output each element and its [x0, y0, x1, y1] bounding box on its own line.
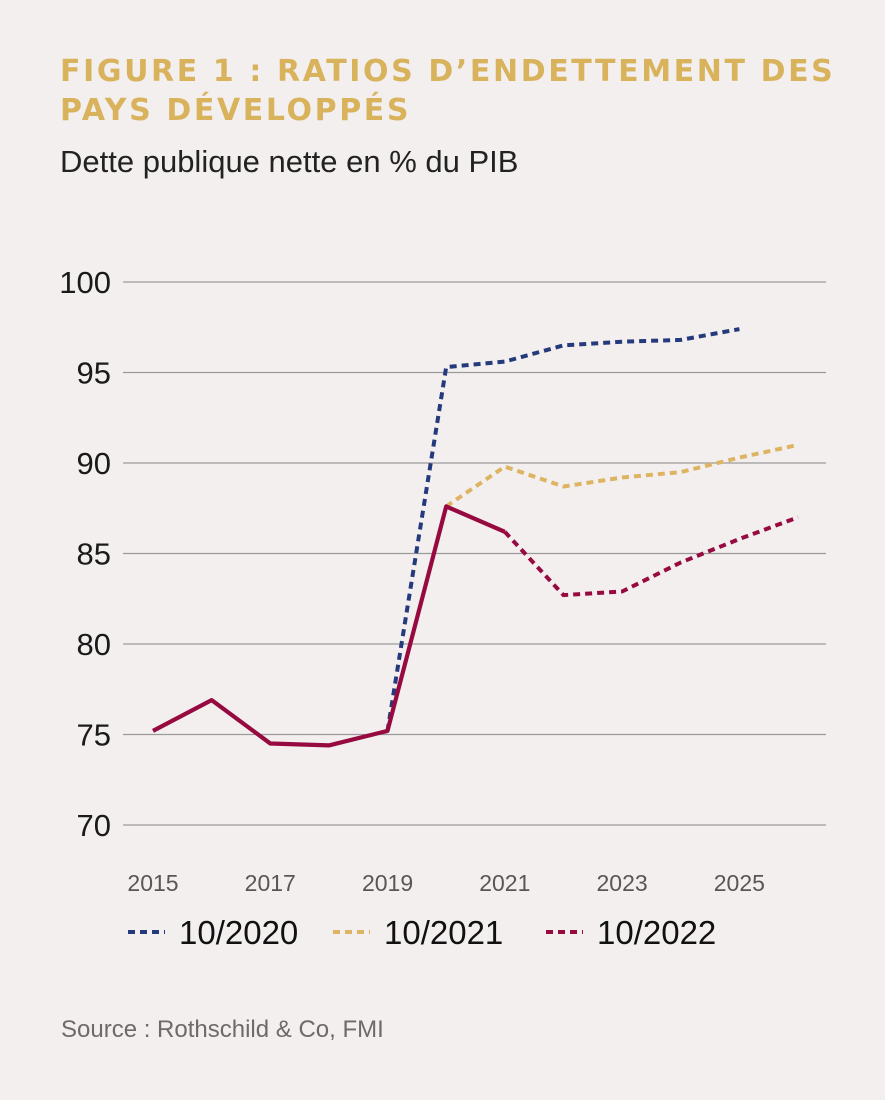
y-tick-label: 80 — [77, 627, 111, 662]
series-line-10-2022 — [503, 515, 799, 598]
x-tick-label: 2025 — [714, 870, 765, 896]
series-line-10-2021 — [445, 442, 799, 509]
y-tick-label: 75 — [77, 718, 111, 753]
x-tick-label: 2019 — [362, 870, 413, 896]
x-tick-label: 2017 — [245, 870, 296, 896]
x-tick-label: 2015 — [127, 870, 178, 896]
source-note: Source : Rothschild & Co, FMI — [61, 1016, 384, 1043]
y-tick-label: 70 — [77, 808, 111, 843]
legend-label: 10/2021 — [384, 914, 503, 951]
legend-label: 10/2020 — [179, 914, 298, 951]
series-line-10-2020 — [385, 327, 740, 732]
chart-subtitle: Dette publique nette en % du PIB — [60, 144, 519, 179]
x-tick-label: 2023 — [597, 870, 648, 896]
y-tick-label: 100 — [59, 265, 111, 300]
line-chart: 70 75 80 85 90 95 100 2015 2017 2019 2021 2023 2025 1… — [59, 265, 826, 951]
y-tick-label: 85 — [77, 537, 111, 572]
legend-label: 10/2022 — [597, 914, 716, 951]
chart-title: FIGURE 1 : RATIOS D’ENDETTEMENT DES PAYS… — [60, 54, 836, 128]
x-tick-label: 2021 — [479, 870, 530, 896]
y-tick-label: 95 — [77, 356, 111, 391]
y-tick-label: 90 — [77, 446, 111, 481]
history-line — [152, 504, 506, 748]
